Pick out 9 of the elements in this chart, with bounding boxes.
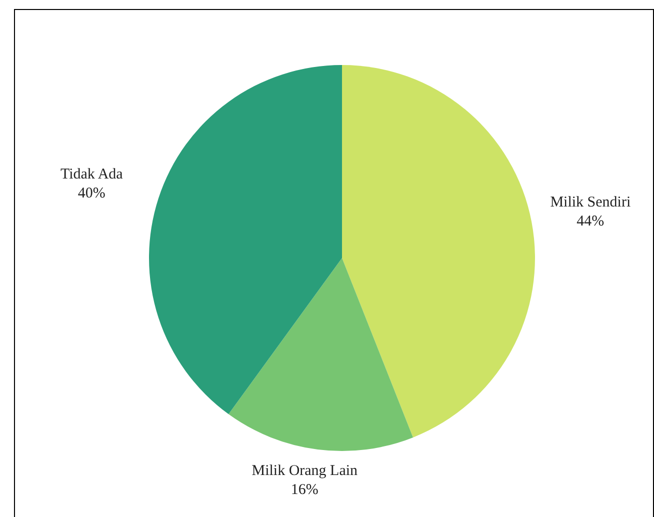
- data-label: 40%: [78, 186, 106, 202]
- pie-slice: [228, 258, 414, 451]
- pie-slice: [342, 65, 535, 438]
- data-label: 16%: [290, 482, 318, 498]
- pie-slice: [149, 65, 342, 414]
- slice-label: Tidak Ada: [60, 166, 124, 183]
- slice-label: Milik Sendiri: [550, 194, 631, 210]
- slice-label: Milik Orang Lain: [252, 463, 358, 480]
- data-label: 44%: [576, 213, 604, 230]
